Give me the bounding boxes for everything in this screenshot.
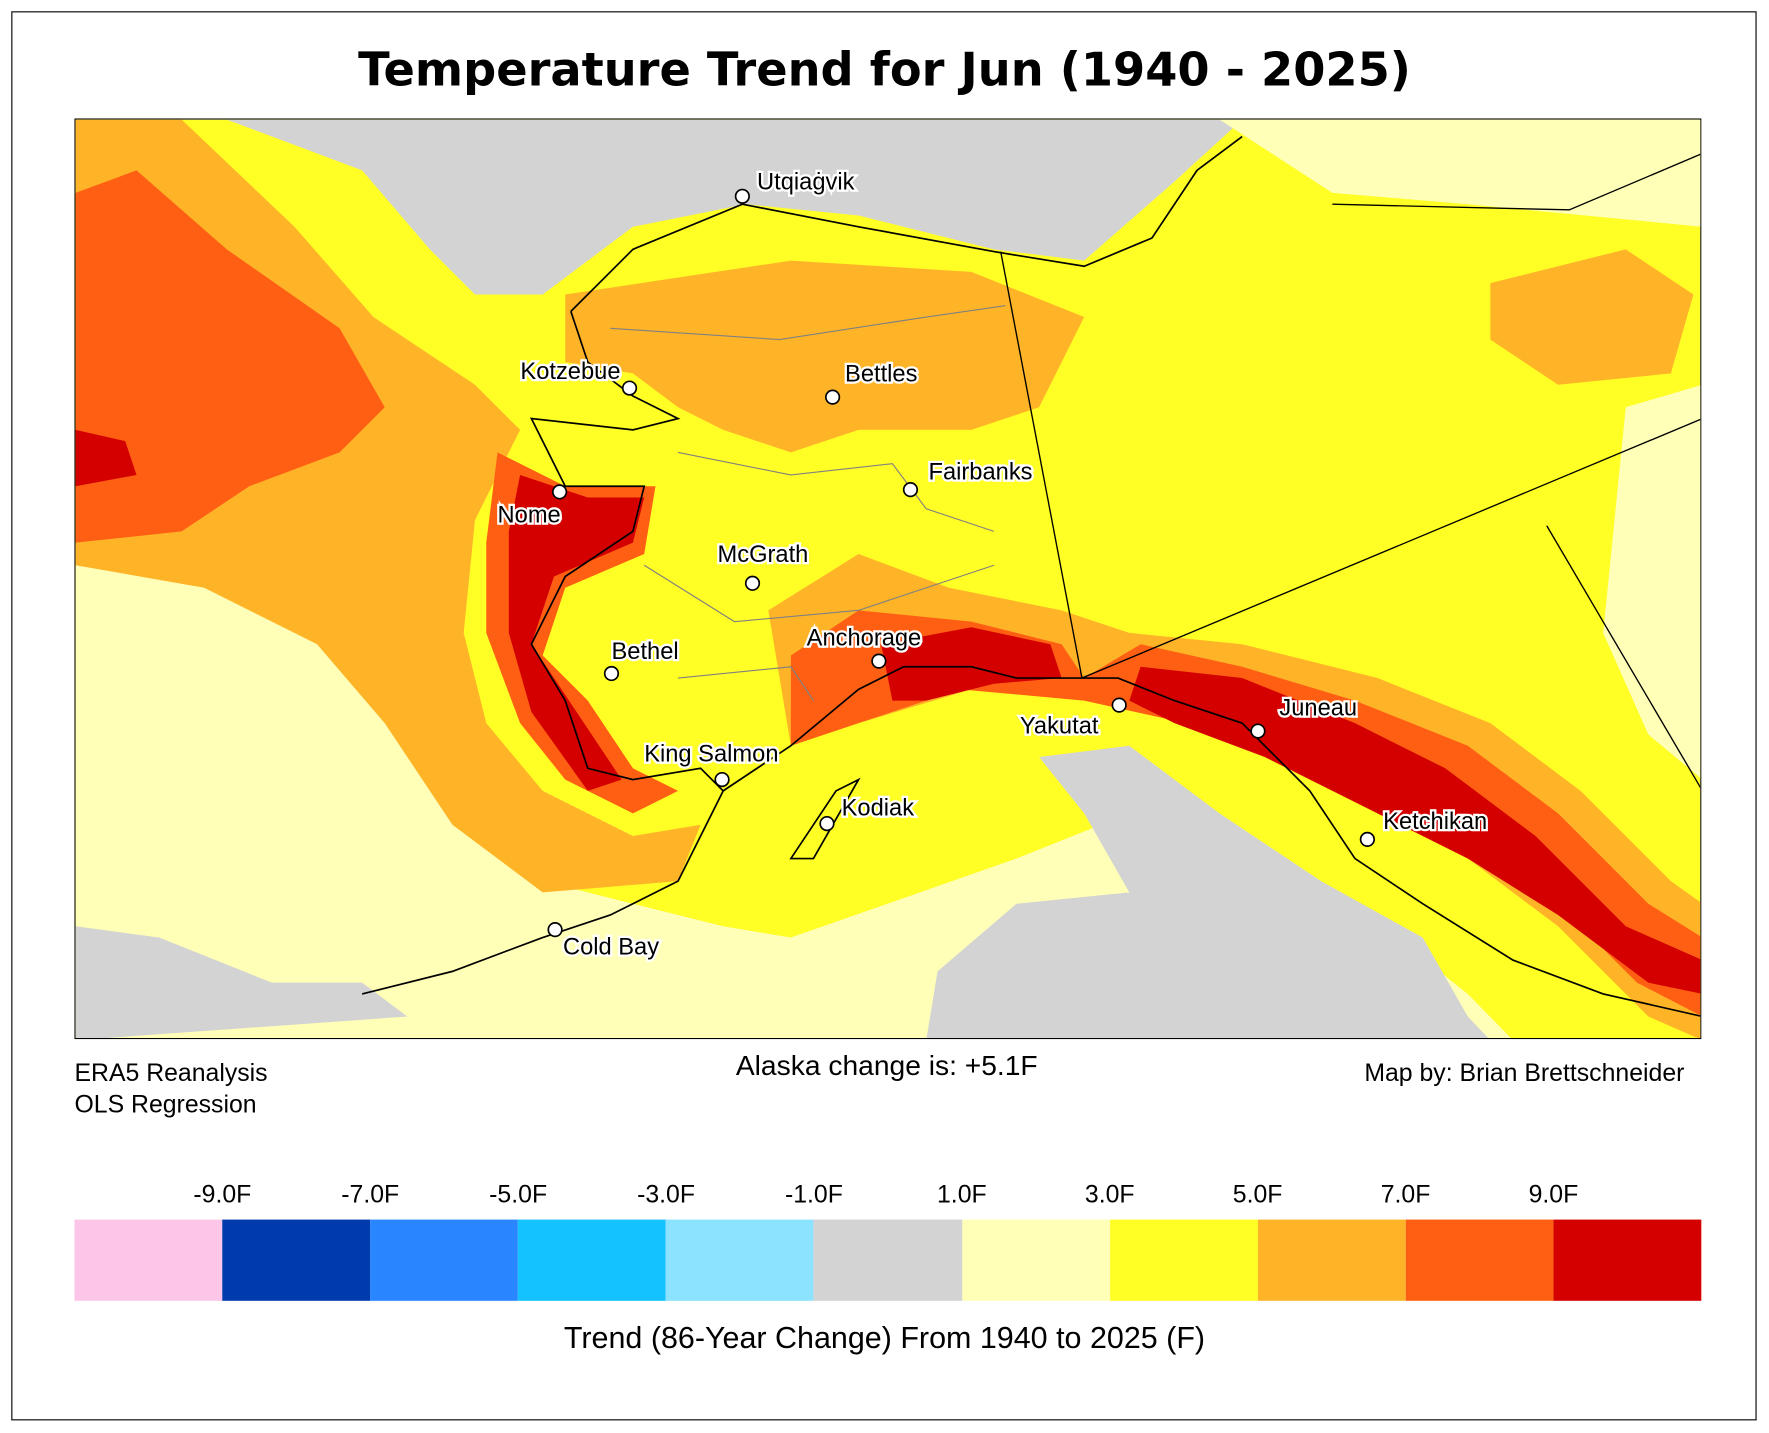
source-dataset: ERA5 Reanalysis xyxy=(74,1058,268,1087)
colorbar-swatch xyxy=(74,1219,223,1301)
colorbar-tick-label: -7.0F xyxy=(341,1180,400,1209)
coastline-north xyxy=(570,135,1243,312)
zone-9plus-chugach xyxy=(881,627,1062,701)
source-method: OLS Regression xyxy=(74,1089,257,1119)
city-yakutat: Yakutat xyxy=(1018,697,1127,742)
svg-text:King Salmon: King Salmon xyxy=(644,742,778,768)
zone-9plus-norton xyxy=(508,474,645,791)
coastline-west xyxy=(361,311,725,995)
zone-neg1-1f xyxy=(926,745,1489,1038)
zone-5-7f-yukon xyxy=(1490,249,1694,385)
kodiak-island xyxy=(789,777,861,860)
coastline-south xyxy=(722,665,1701,1017)
svg-text:Anchorage: Anchorage xyxy=(807,625,922,651)
figure-frame xyxy=(11,11,1757,1421)
svg-text:Utqiaġvik: Utqiaġvik xyxy=(757,170,855,196)
city-utqiagvik: Utqiaġvik xyxy=(734,167,857,204)
colorbar-label: Trend (86-Year Change) From 1940 to 2025… xyxy=(563,1321,1206,1355)
zone-neg1-1f-arctic xyxy=(226,119,1243,295)
svg-text:Kotzebue: Kotzebue xyxy=(520,359,620,385)
svg-text:Bethel: Bethel xyxy=(611,639,678,665)
svg-text:McGrath: McGrath xyxy=(718,542,809,568)
city-fairbanks: Fairbanks xyxy=(902,457,1035,498)
svg-text:Kodiak: Kodiak xyxy=(842,796,915,822)
city-mcgrath: McGrath xyxy=(715,540,811,591)
city-juneau: Juneau xyxy=(1250,693,1359,739)
svg-text:Juneau: Juneau xyxy=(1279,695,1357,721)
colorbar-swatch xyxy=(666,1219,814,1301)
colorbar-tick-label: -1.0F xyxy=(784,1180,843,1209)
trend-map: Utqiaġvik Kotzebue Bettles Fairbanks Nom… xyxy=(74,118,1702,1040)
colorbar xyxy=(74,1219,1702,1301)
zone-neg1-1f-aleutian xyxy=(75,926,408,1038)
colorbar-tick-label: 1.0F xyxy=(936,1180,987,1209)
zone-9plus-west xyxy=(75,429,137,487)
colorbar-swatch xyxy=(961,1219,1110,1301)
city-king-salmon: King Salmon xyxy=(642,739,781,788)
colorbar-tick-label: -9.0F xyxy=(193,1180,252,1209)
city-ketchikan: Ketchikan xyxy=(1359,807,1489,847)
colorbar-swatch xyxy=(518,1219,667,1301)
zone-9plus-panhandle xyxy=(1129,666,1701,994)
svg-text:Bettles: Bettles xyxy=(845,361,917,387)
svg-text:Cold Bay: Cold Bay xyxy=(563,934,659,960)
zone-5-7f-brooks xyxy=(565,260,1085,453)
colorbar-swatch xyxy=(370,1219,519,1301)
svg-text:Ketchikan: Ketchikan xyxy=(1383,809,1487,835)
city-anchorage: Anchorage xyxy=(804,623,923,669)
colorbar-swatch xyxy=(1257,1219,1406,1301)
city-kodiak: Kodiak xyxy=(819,793,916,832)
colorbar-swatch xyxy=(813,1219,962,1301)
map-canvas: Utqiaġvik Kotzebue Bettles Fairbanks Nom… xyxy=(75,119,1701,1038)
map-title: Temperature Trend for Jun (1940 - 2025) xyxy=(358,42,1411,98)
colorbar-swatch xyxy=(1405,1219,1554,1301)
colorbar-tick-label: 7.0F xyxy=(1380,1180,1431,1209)
zone-1-3f-canada-east xyxy=(1603,385,1701,778)
city-bethel: Bethel xyxy=(603,637,681,682)
colorbar-tick-label: 9.0F xyxy=(1528,1180,1579,1209)
svg-text:Yakutat: Yakutat xyxy=(1020,713,1099,739)
svg-text:Fairbanks: Fairbanks xyxy=(929,459,1033,485)
colorbar-swatch xyxy=(1109,1219,1258,1301)
colorbar-swatch xyxy=(222,1219,371,1301)
map-credit: Map by: Brian Brettschneider xyxy=(1364,1058,1685,1087)
city-bettles: Bettles xyxy=(824,359,920,405)
zone-1-3f-canada-north xyxy=(1219,119,1701,227)
colorbar-tick-label: -3.0F xyxy=(637,1180,696,1209)
svg-text:Nome: Nome xyxy=(498,502,561,528)
region-boundaries xyxy=(610,305,1006,701)
city-nome: Nome xyxy=(495,484,568,531)
colorbar-tick-label: -5.0F xyxy=(489,1180,548,1209)
city-markers: Utqiaġvik Kotzebue Bettles Fairbanks Nom… xyxy=(495,167,1489,963)
city-kotzebue: Kotzebue xyxy=(518,357,638,396)
border-141w xyxy=(1000,251,1083,679)
canada-borders xyxy=(1081,153,1701,789)
colorbar-tick-label: 3.0F xyxy=(1084,1180,1135,1209)
colorbar-swatch xyxy=(1553,1219,1702,1301)
alaska-change: Alaska change is: +5.1F xyxy=(735,1050,1038,1082)
zone-7-9f-west xyxy=(75,170,385,543)
source-note: ERA5 Reanalysis OLS Regression xyxy=(74,1057,267,1120)
colorbar-tick-label: 5.0F xyxy=(1232,1180,1283,1209)
city-cold-bay: Cold Bay xyxy=(547,922,661,963)
